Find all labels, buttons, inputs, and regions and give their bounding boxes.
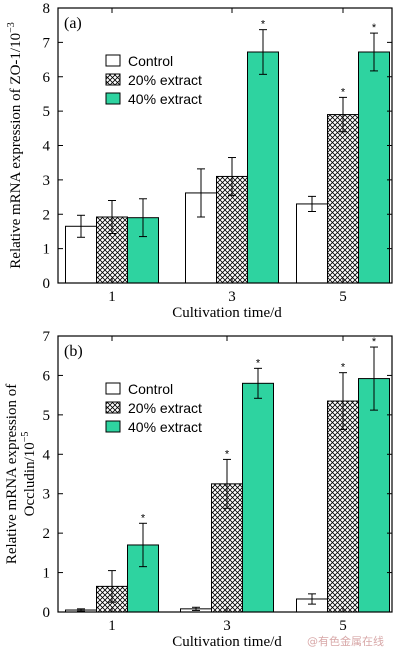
y-tick-label: 2 bbox=[43, 526, 51, 542]
y-axis-title-text: Relative mRNA expression of bbox=[4, 384, 20, 564]
legend-swatch-control bbox=[105, 382, 121, 395]
legend-swatch-extract20 bbox=[105, 401, 121, 414]
legend-swatch-control bbox=[105, 54, 121, 67]
y-axis-title: Relative mRNA expression of ZO-1/10−3 bbox=[6, 22, 24, 268]
significance-star: * bbox=[372, 336, 377, 348]
chart-panel-a: * * * 0 1 2 3 4 5 6 7 8 1 3 5 Cultivation time/d Relativ… bbox=[6, 1, 393, 321]
y-tick-label: 0 bbox=[43, 276, 51, 292]
x-tick-label: 1 bbox=[108, 618, 116, 634]
watermark-text: @有色金属在线 bbox=[307, 634, 384, 648]
y-tick-label: 8 bbox=[43, 1, 51, 17]
significance-star: * bbox=[341, 86, 346, 98]
legend-label-extract20: 20% extract bbox=[128, 72, 202, 88]
y-tick-label: 7 bbox=[43, 329, 51, 345]
y-tick-label: 4 bbox=[43, 447, 51, 463]
y-tick-label: 1 bbox=[43, 566, 51, 582]
legend-swatch-extract40 bbox=[105, 420, 121, 433]
y-tick-label: 7 bbox=[43, 35, 51, 51]
y-tick-label: 5 bbox=[43, 408, 51, 424]
x-tick-label: 1 bbox=[108, 289, 116, 305]
bar-extract40-t5 bbox=[358, 378, 390, 613]
bar-extract40-t5 bbox=[358, 51, 390, 284]
bar-extract40-t3 bbox=[247, 51, 279, 284]
x-tick-label: 3 bbox=[223, 618, 231, 634]
y-tick-label: 2 bbox=[43, 207, 51, 223]
significance-star: * bbox=[372, 22, 377, 34]
significance-star: * bbox=[261, 19, 266, 31]
significance-star: * bbox=[341, 362, 346, 374]
y-tick-label: 3 bbox=[43, 487, 51, 503]
y-tick-label: 6 bbox=[43, 70, 51, 86]
plot-frame bbox=[57, 335, 393, 613]
chart-panel-b: * * * * * 0 1 2 3 4 5 6 7 1 3 5 Cultivation time/d Relati… bbox=[4, 329, 393, 650]
bar-control-t5 bbox=[296, 203, 328, 284]
x-tick-label: 5 bbox=[339, 618, 347, 634]
bar-extract40-t3 bbox=[242, 382, 274, 613]
significance-star: * bbox=[256, 357, 261, 369]
legend-label-control: Control bbox=[128, 53, 173, 69]
panel-label: (a) bbox=[64, 15, 82, 32]
y-axis-title-main: Relative mRNA expression of ZO-1/10 bbox=[8, 33, 24, 269]
y-tick-label: 4 bbox=[43, 139, 51, 155]
x-tick-label: 3 bbox=[228, 289, 236, 305]
x-tick-label: 5 bbox=[339, 289, 347, 305]
y-axis-title-text: Occludin/10 bbox=[22, 442, 38, 516]
bar-extract20-t5 bbox=[327, 400, 359, 613]
x-axis-title: Cultivation time/d bbox=[172, 634, 282, 650]
significance-star: * bbox=[141, 512, 146, 524]
y-axis-title-line-2: Occludin/10−5 bbox=[20, 432, 38, 517]
panel-label: (b) bbox=[64, 343, 83, 360]
y-tick-label: 6 bbox=[43, 368, 51, 384]
y-tick-label: 5 bbox=[43, 104, 51, 120]
y-axis-title-exponent: −3 bbox=[6, 22, 17, 33]
x-axis-title: Cultivation time/d bbox=[172, 305, 282, 321]
y-tick-label: 3 bbox=[43, 173, 51, 189]
significance-star: * bbox=[225, 448, 230, 460]
y-tick-label: 1 bbox=[43, 242, 51, 258]
y-tick-label: 0 bbox=[43, 605, 51, 621]
legend-label-extract20: 20% extract bbox=[128, 400, 202, 416]
legend-swatch-extract40 bbox=[105, 92, 121, 105]
legend-swatch-extract20 bbox=[105, 73, 121, 86]
bar-extract20-t5 bbox=[327, 114, 359, 284]
legend-label-control: Control bbox=[128, 381, 173, 397]
y-axis-title-line-1: Relative mRNA expression of bbox=[4, 384, 20, 564]
legend-label-extract40: 40% extract bbox=[128, 91, 202, 107]
legend-label-extract40: 40% extract bbox=[128, 419, 202, 435]
y-axis-title-exponent: −5 bbox=[20, 432, 31, 443]
